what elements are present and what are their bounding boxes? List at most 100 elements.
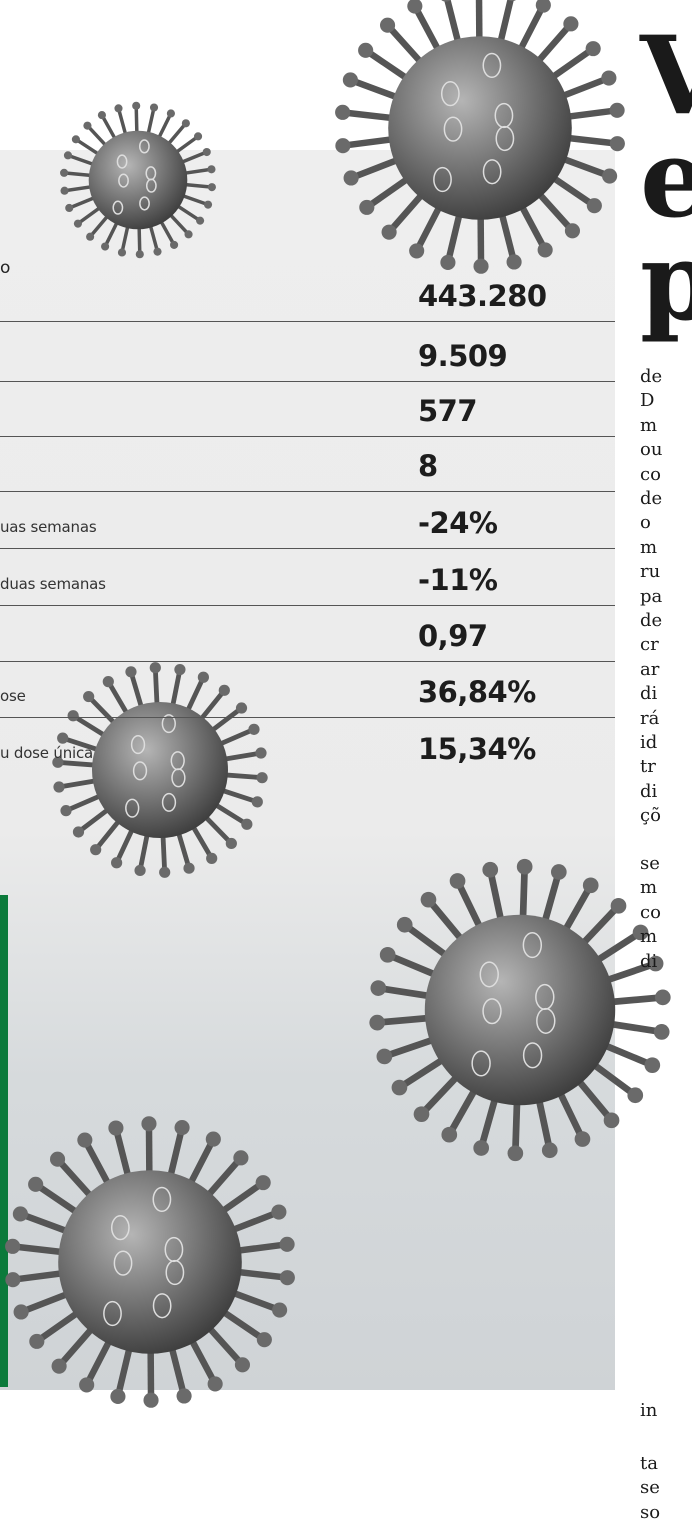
virus-body bbox=[89, 131, 188, 230]
body-line: tr bbox=[640, 758, 656, 776]
spike-tip bbox=[235, 1357, 250, 1372]
spike-tip bbox=[153, 248, 161, 256]
spike bbox=[405, 925, 448, 957]
row-value: -11% bbox=[418, 563, 497, 597]
body-line: id bbox=[640, 734, 657, 752]
virus-body bbox=[58, 1170, 242, 1354]
spike-tip bbox=[29, 1334, 44, 1349]
spike bbox=[170, 1128, 182, 1178]
spike-tip bbox=[335, 105, 350, 120]
spike bbox=[69, 197, 95, 207]
spike-tip bbox=[586, 41, 601, 56]
spike bbox=[58, 1159, 93, 1198]
spike-tip bbox=[397, 917, 413, 933]
spike-tip bbox=[150, 103, 158, 111]
spike bbox=[178, 831, 189, 868]
spike bbox=[609, 1024, 662, 1032]
body-line: so bbox=[640, 1504, 660, 1522]
spike bbox=[170, 214, 189, 234]
spike-tip bbox=[143, 1393, 158, 1408]
spike bbox=[102, 115, 116, 139]
body-line: in bbox=[640, 1402, 657, 1420]
spike-tip bbox=[627, 1087, 643, 1103]
spike-tip bbox=[64, 151, 72, 159]
body-line: çõ bbox=[640, 807, 661, 825]
row-value: 9.509 bbox=[418, 339, 507, 373]
spike-tip bbox=[60, 169, 68, 177]
spike-tip bbox=[53, 781, 64, 792]
spike-tip bbox=[206, 853, 217, 864]
spike bbox=[65, 187, 93, 191]
spike bbox=[231, 1292, 280, 1310]
table-row: uas semanas-24% bbox=[0, 492, 615, 549]
spike-tip bbox=[60, 187, 68, 195]
spike bbox=[190, 1139, 214, 1185]
spike bbox=[148, 108, 154, 135]
spike-tip bbox=[50, 1152, 65, 1167]
row-label: duas semanas bbox=[0, 575, 106, 593]
spike bbox=[139, 226, 140, 254]
spike-tip bbox=[177, 1388, 192, 1403]
spike-tip bbox=[5, 1239, 20, 1254]
spike-tip bbox=[233, 1150, 248, 1165]
spike-tip bbox=[587, 198, 602, 213]
spike-tip bbox=[358, 43, 373, 58]
spike bbox=[13, 1246, 65, 1252]
spike-tip bbox=[505, 0, 520, 1]
spike-tip bbox=[280, 1270, 295, 1285]
spike bbox=[458, 881, 481, 929]
spike-tip bbox=[111, 857, 122, 868]
table-row: 8 bbox=[0, 435, 615, 492]
spike-tip bbox=[610, 103, 625, 118]
spike bbox=[236, 1272, 288, 1278]
body-line: D bbox=[640, 392, 654, 410]
spike-tip bbox=[604, 1113, 620, 1129]
spike-tip bbox=[655, 990, 671, 1006]
spike-tip bbox=[644, 1057, 660, 1073]
spike bbox=[417, 205, 441, 251]
body-line: ou bbox=[640, 441, 662, 459]
spike bbox=[117, 828, 133, 863]
spike bbox=[176, 136, 199, 152]
spike bbox=[577, 1079, 611, 1120]
spike bbox=[561, 158, 610, 176]
spike bbox=[85, 1140, 109, 1186]
spike-tip bbox=[421, 892, 437, 908]
spike bbox=[603, 1044, 653, 1065]
spike-tip bbox=[77, 1133, 92, 1148]
spike bbox=[609, 997, 663, 1002]
spike bbox=[118, 1346, 130, 1396]
body-line: pa bbox=[640, 588, 662, 606]
spike-tip bbox=[507, 1145, 523, 1161]
spike-tip bbox=[538, 242, 553, 257]
row-label: uas semanas bbox=[0, 518, 96, 536]
row-value: 577 bbox=[418, 394, 477, 428]
spike bbox=[446, 0, 459, 44]
spike-tip bbox=[563, 16, 578, 31]
spike-tip bbox=[28, 1177, 43, 1192]
spike bbox=[205, 816, 232, 844]
row-value: 36,84% bbox=[418, 675, 536, 709]
body-line: di bbox=[640, 783, 657, 801]
spike-tip bbox=[196, 217, 204, 225]
spike-tip bbox=[438, 0, 453, 2]
spike-tip bbox=[542, 1142, 558, 1158]
spike bbox=[159, 113, 171, 138]
virus-body bbox=[425, 915, 615, 1105]
spike bbox=[66, 795, 101, 810]
spike bbox=[37, 1312, 79, 1342]
spike-tip bbox=[118, 248, 126, 256]
spike-tip bbox=[208, 1376, 223, 1391]
spike bbox=[389, 193, 423, 232]
spike bbox=[116, 1128, 129, 1178]
row-label: u dose única bbox=[0, 744, 93, 762]
spike bbox=[224, 775, 262, 778]
spike-tip bbox=[114, 104, 122, 112]
spike bbox=[428, 900, 462, 941]
spike bbox=[523, 867, 525, 921]
row-value: 0,97 bbox=[418, 619, 488, 653]
spike bbox=[537, 24, 571, 63]
spike-tip bbox=[184, 230, 192, 238]
spike bbox=[544, 872, 559, 924]
